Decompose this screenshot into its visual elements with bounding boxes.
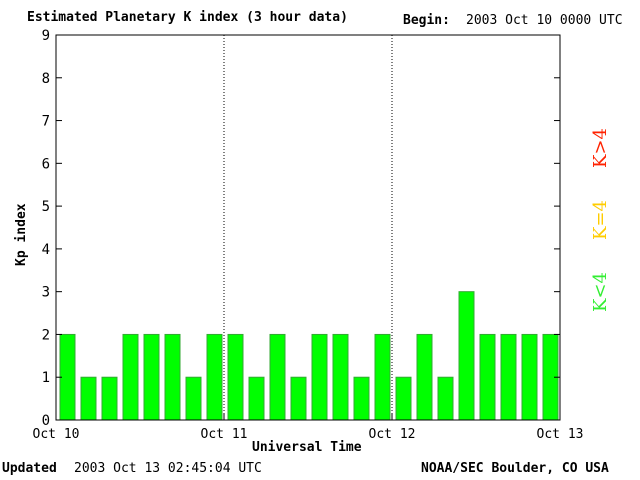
- begin-value: 2003 Oct 10 0000 UTC: [466, 13, 623, 28]
- x-tick-label: Oct 12: [369, 427, 416, 442]
- kp-bar: [122, 333, 139, 421]
- y-tick-label: 4: [42, 242, 50, 258]
- kp-bar: [80, 376, 97, 421]
- x-tick-label: Oct 10: [33, 427, 80, 442]
- legend-k-less-than-4: K<4: [590, 272, 611, 312]
- y-tick-label: 7: [42, 114, 50, 130]
- kp-bar: [290, 376, 307, 421]
- updated-label: Updated: [2, 461, 57, 476]
- y-tick-label: 6: [42, 156, 50, 172]
- kp-bar: [143, 333, 160, 421]
- chart-title: Estimated Planetary K index (3 hour data…: [27, 10, 348, 25]
- y-tick-label: 9: [42, 28, 50, 44]
- kp-bar: [206, 333, 223, 421]
- y-tick-label: 2: [42, 327, 50, 343]
- x-tick-label: Oct 11: [201, 427, 248, 442]
- kp-bar: [59, 333, 76, 421]
- y-tick-label: 5: [42, 199, 50, 215]
- kp-bar: [416, 333, 433, 421]
- y-tick-label: 1: [42, 370, 50, 386]
- kp-bar: [521, 333, 538, 421]
- kp-bar: [185, 376, 202, 421]
- y-axis-label: Kp index: [14, 203, 29, 266]
- kp-bar: [374, 333, 391, 421]
- kp-bar: [479, 333, 496, 421]
- x-tick-label: Oct 13: [537, 427, 584, 442]
- y-tick-label: 8: [42, 71, 50, 87]
- legend-k-greater-than-4: K>4: [590, 128, 611, 168]
- updated-value: 2003 Oct 13 02:45:04 UTC: [74, 461, 262, 476]
- kp-bar: [395, 376, 412, 421]
- kp-bar: [353, 376, 370, 421]
- plot-frame: [55, 34, 561, 421]
- y-tick-label: 3: [42, 285, 50, 301]
- y-tick-label: 0: [42, 413, 50, 429]
- kp-bar: [164, 333, 181, 421]
- kp-bar: [269, 333, 286, 421]
- kp-bar: [500, 333, 517, 421]
- x-axis-label: Universal Time: [252, 440, 362, 455]
- legend-k-equals-4: K=4: [590, 200, 611, 240]
- kp-bar: [227, 333, 244, 421]
- kp-bar: [458, 291, 475, 421]
- footer-source: NOAA/SEC Boulder, CO USA: [421, 461, 609, 476]
- kp-bar: [437, 376, 454, 421]
- kp-bar: [101, 376, 118, 421]
- begin-label: Begin:: [403, 13, 450, 28]
- kp-bar: [332, 333, 349, 421]
- kp-bar: [311, 333, 328, 421]
- kp-bar: [248, 376, 265, 421]
